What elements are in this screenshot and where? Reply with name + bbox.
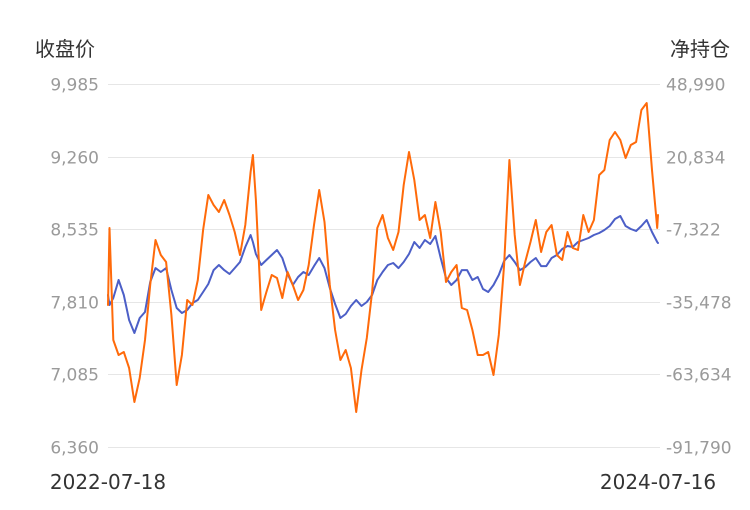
right-axis-ticks: 48,990 20,834 -7,322 -35,478 -63,634 -91,790 [666,76,732,459]
x-axis-start-label: 2022-07-18 [50,470,166,494]
series-lines [107,102,659,413]
left-axis-tick-label: 9,985 [50,76,99,96]
net-position-line [107,102,659,413]
right-axis-tick-label: -63,634 [666,366,732,386]
left-axis-tick-label: 9,260 [50,149,99,169]
left-axis-tick-label: 6,360 [50,439,99,459]
left-axis-tick-label: 8,535 [50,221,99,241]
right-axis-tick-label: -35,478 [666,294,732,314]
left-axis-title: 收盘价 [35,37,95,61]
right-axis-title: 净持仓 [670,37,730,61]
left-axis-tick-label: 7,085 [50,366,99,386]
left-axis-ticks: 9,985 9,260 8,535 7,810 7,085 6,360 [50,76,99,459]
x-axis-end-label: 2024-07-16 [600,470,716,494]
closing-price-line [107,215,659,334]
gridlines [108,84,660,448]
right-axis-tick-label: 20,834 [666,149,725,169]
left-axis-tick-label: 7,810 [50,294,99,314]
right-axis-tick-label: -7,322 [666,221,721,241]
right-axis-tick-label: 48,990 [666,76,725,96]
right-axis-tick-label: -91,790 [666,439,732,459]
